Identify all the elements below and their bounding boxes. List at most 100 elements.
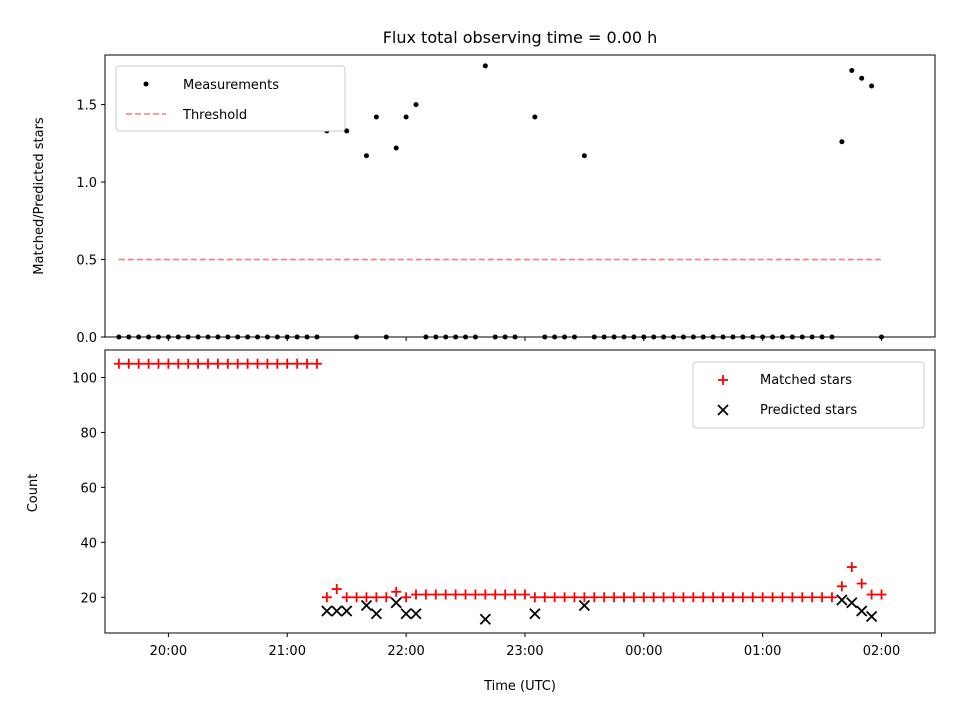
- matched-star-point: [797, 592, 808, 603]
- predicted-star-point: [479, 613, 491, 625]
- bottom-x-tick-label: 20:00: [150, 644, 187, 659]
- matched-star-point: [698, 592, 709, 603]
- matched-star-point: [599, 592, 610, 603]
- top-y-tick-label: 1.5: [76, 99, 97, 114]
- predicted-star-point: [341, 605, 353, 617]
- legend-measurements-marker: [143, 81, 149, 87]
- matched-star-point: [529, 592, 540, 603]
- bottom-y-tick-label: 60: [80, 481, 97, 496]
- x-axis-label: Time (UTC): [483, 679, 556, 694]
- matched-star-point: [787, 592, 798, 603]
- bottom-x-tick-label: 01:00: [744, 644, 781, 659]
- predicted-star-point: [856, 605, 868, 617]
- top-y-axis-label: Matched/Predicted stars: [32, 117, 47, 275]
- bottom-series-matched-stars: [113, 358, 887, 603]
- measurement-point: [393, 145, 399, 151]
- matched-star-point: [262, 358, 273, 369]
- measurement-point: [532, 114, 538, 120]
- matched-star-point: [846, 562, 857, 573]
- matched-star-point: [282, 358, 293, 369]
- matched-star-point: [648, 592, 659, 603]
- matched-star-point: [856, 578, 867, 589]
- matched-star-point: [401, 592, 412, 603]
- matched-star-point: [222, 358, 233, 369]
- matched-star-point: [510, 589, 521, 600]
- matched-star-point: [450, 589, 461, 600]
- matched-star-point: [232, 358, 243, 369]
- top-axes-frame: [104, 54, 936, 338]
- bottom-x-tick-label: 00:00: [625, 644, 662, 659]
- predicted-star-point: [360, 599, 373, 612]
- matched-star-point: [480, 589, 491, 600]
- matched-star-point: [361, 592, 372, 603]
- matched-star-point: [272, 358, 283, 369]
- predicted-star-point: [370, 608, 383, 620]
- bottom-y-tick-label: 80: [80, 426, 97, 441]
- matched-star-point: [549, 592, 560, 603]
- bottom-y-axis-label: Count: [26, 474, 41, 513]
- matched-star-point: [807, 592, 818, 603]
- legend-matched-label: Matched stars: [760, 373, 852, 388]
- measurement-point: [482, 63, 488, 69]
- matched-star-point: [203, 358, 214, 369]
- bottom-x-tick-label: 21:00: [269, 644, 306, 659]
- matched-star-point: [440, 589, 451, 600]
- matched-star-point: [589, 592, 600, 603]
- matched-star-point: [628, 592, 639, 603]
- legend-matched-marker: [718, 375, 728, 385]
- matched-star-point: [658, 592, 669, 603]
- bottom-plot: 20 40 60 80 100 20:00 21:00 22:00 23:00 00:00 01:0…: [72, 358, 900, 659]
- matched-star-point: [688, 592, 699, 603]
- predicted-star-point: [846, 597, 858, 609]
- matched-star-point: [718, 592, 729, 603]
- bottom-y-tick-label: 20: [80, 591, 97, 606]
- matched-star-point: [420, 589, 431, 600]
- matched-star-point: [193, 358, 204, 369]
- matched-star-point: [579, 592, 590, 603]
- predicted-star-point: [400, 608, 412, 620]
- matched-star-point: [777, 592, 788, 603]
- matched-star-point: [411, 589, 422, 600]
- matched-star-point: [391, 586, 402, 597]
- matched-star-point: [470, 589, 481, 600]
- matched-star-point: [668, 592, 679, 603]
- bottom-legend: Matched stars Predicted stars: [692, 361, 925, 429]
- matched-star-point: [460, 589, 471, 600]
- matched-star-point: [737, 592, 748, 603]
- top-y-tick-label: 0.5: [76, 254, 97, 269]
- bottom-legend-box: [692, 361, 925, 429]
- matched-star-point: [876, 589, 887, 600]
- measurement-point: [849, 67, 855, 73]
- matched-star-point: [708, 592, 719, 603]
- bottom-y-tick-label: 40: [80, 536, 97, 551]
- measurement-point: [581, 153, 587, 159]
- matched-star-point: [321, 592, 332, 603]
- measurement-point: [869, 83, 875, 89]
- predicted-star-point: [865, 610, 878, 623]
- matched-star-point: [519, 589, 530, 600]
- legend-predicted-label: Predicted stars: [760, 403, 857, 418]
- matched-star-point: [638, 592, 649, 603]
- legend-predicted-marker: [717, 404, 729, 416]
- matched-star-point: [212, 358, 223, 369]
- matched-star-point: [569, 592, 580, 603]
- matched-star-point: [351, 592, 362, 603]
- matched-star-point: [242, 358, 253, 369]
- matched-star-point: [490, 589, 501, 600]
- matched-star-point: [123, 358, 134, 369]
- matched-star-point: [836, 581, 847, 592]
- matched-star-point: [311, 358, 322, 369]
- bottom-x-tick-label: 22:00: [387, 644, 424, 659]
- matched-star-point: [747, 592, 758, 603]
- matched-star-point: [727, 592, 738, 603]
- matched-star-point: [371, 592, 382, 603]
- measurement-point: [373, 114, 379, 120]
- matched-star-point: [539, 592, 550, 603]
- measurement-point: [839, 139, 845, 145]
- bottom-x-tick-label: 02:00: [863, 644, 900, 659]
- predicted-star-point: [836, 594, 848, 606]
- matched-star-point: [618, 592, 629, 603]
- matched-star-point: [113, 358, 124, 369]
- matched-star-point: [252, 358, 263, 369]
